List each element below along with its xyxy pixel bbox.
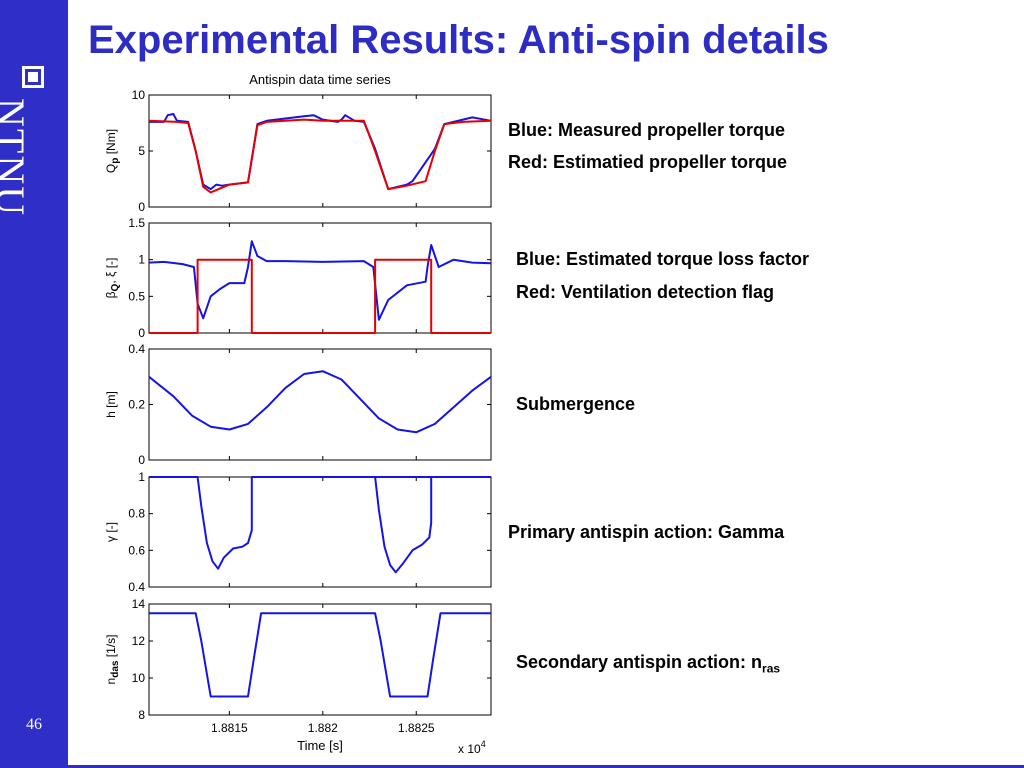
caption-nras: Secondary antispin action: nras	[516, 652, 781, 676]
ytick-label-torque-1: 5	[138, 144, 145, 158]
ytick-label-submergence-0: 0	[138, 453, 145, 467]
ylabel-nras: ndas [1/s]	[104, 635, 121, 685]
series-gamma-0	[149, 476, 491, 570]
xtick-label-1: 1.882	[308, 721, 338, 735]
ylabel-loss: βQ, ξ [-]	[104, 258, 121, 299]
caption-submergence: Submergence	[516, 394, 636, 414]
caption-torque-loss: Blue: Estimated torque loss factor	[516, 249, 810, 269]
ytick-label-torque-2: 10	[132, 88, 146, 102]
xtick-label-0: 1.8815	[211, 721, 248, 735]
ytick-label-loss-2: 1	[138, 253, 145, 267]
xtick-label-2: 1.8825	[398, 721, 435, 735]
caption-estimated-torque: Red: Estimatied propeller torque	[508, 152, 788, 172]
series-nras-0	[149, 612, 491, 698]
ytick-label-submergence-2: 0.4	[128, 342, 145, 356]
ytick-label-gamma-2: 0.8	[128, 507, 145, 521]
ytick-label-loss-1: 0.5	[128, 289, 145, 303]
ylabel-torque: Qp [Nm]	[104, 129, 121, 173]
panel-frame-submergence	[148, 348, 492, 461]
ytick-label-gamma-3: 1	[138, 470, 145, 484]
series-loss-0	[148, 240, 492, 321]
bottom-rule	[68, 765, 1024, 768]
ytick-label-torque-0: 0	[138, 200, 145, 214]
ylabel-submergence: h [m]	[104, 391, 118, 418]
series-gamma-1	[374, 476, 433, 574]
ytick-label-gamma-1: 0.6	[128, 543, 145, 557]
page-number: 46	[26, 716, 42, 733]
ylabel-gamma: γ [-]	[104, 522, 118, 542]
x-axis-label: Time [s]	[297, 738, 343, 753]
ntnu-logo-icon	[22, 66, 44, 88]
ytick-label-nras-0: 8	[138, 708, 145, 722]
ytick-label-loss-0: 0	[138, 326, 145, 340]
caption-measured-torque: Blue: Measured propeller torque	[508, 120, 786, 140]
caption-gamma: Primary antispin action: Gamma	[508, 522, 785, 542]
x-multiplier: x 104	[458, 739, 486, 756]
ytick-label-nras-3: 14	[132, 597, 146, 611]
series-submergence-0	[148, 370, 492, 434]
ytick-label-nras-1: 10	[132, 671, 146, 685]
panel-frame-torque	[148, 94, 492, 208]
ytick-label-loss-3: 1.5	[128, 216, 145, 230]
panel-frame-loss	[148, 222, 492, 334]
sidebar-band: NTNU 46	[0, 0, 68, 768]
series-torque-1	[148, 118, 492, 194]
caption-ventilation-flag: Red: Ventilation detection flag	[516, 282, 775, 302]
ytick-label-nras-2: 12	[132, 634, 146, 648]
ytick-label-gamma-0: 0.4	[128, 580, 145, 594]
chart-title: Antispin data time series	[249, 72, 391, 87]
ytick-label-submergence-1: 0.2	[128, 398, 145, 412]
series-loss-1	[149, 258, 491, 334]
slide-title: Experimental Results: Anti-spin details	[88, 18, 829, 62]
